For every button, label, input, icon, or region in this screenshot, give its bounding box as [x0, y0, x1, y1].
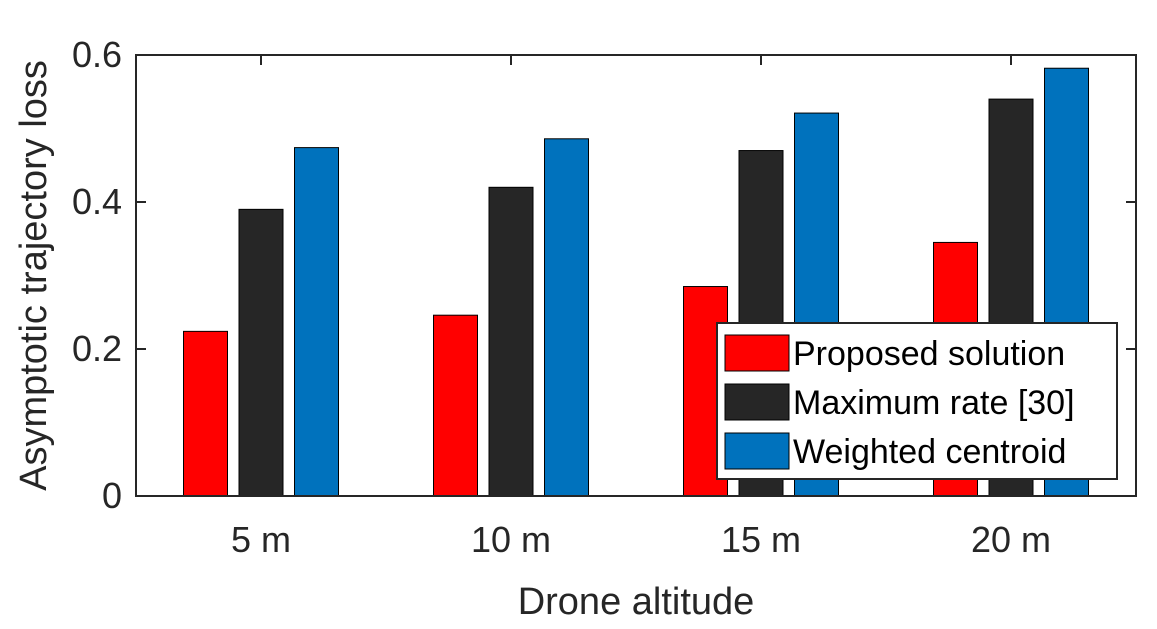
legend-label: Maximum rate [30]	[793, 384, 1075, 422]
legend-swatch	[724, 432, 790, 470]
legend-swatch	[724, 334, 790, 372]
bar-1-1	[183, 330, 228, 497]
x-tick-label: 20 m	[971, 519, 1051, 560]
y-tick-label: 0.4	[72, 181, 122, 222]
legend-swatch	[724, 383, 790, 421]
bar-1-2	[433, 314, 478, 497]
bar-2-1	[238, 208, 284, 497]
x-tick-label: 10 m	[471, 519, 551, 560]
bar-3-1	[294, 147, 339, 497]
ticks-layer: 5 m 10 m 15 m 20 m 0 0.2 0.4 0.6	[72, 34, 1136, 560]
x-axis-title: Drone altitude	[518, 581, 755, 623]
y-tick-label: 0.2	[72, 328, 122, 369]
legend: Proposed solution Maximum rate [30] Weight…	[716, 322, 1118, 480]
bar-2-2	[488, 186, 534, 497]
y-axis-title: Asymptotic trajectory loss	[13, 60, 55, 491]
y-tick-label: 0	[102, 475, 122, 516]
x-tick-label: 5 m	[231, 519, 291, 560]
legend-label: Weighted centroid	[793, 433, 1066, 471]
y-tick-label: 0.6	[72, 34, 122, 75]
x-tick-label: 15 m	[721, 519, 801, 560]
plot-area-frame	[135, 54, 1137, 497]
legend-label: Proposed solution	[793, 335, 1065, 373]
bar-3-2	[544, 138, 589, 497]
